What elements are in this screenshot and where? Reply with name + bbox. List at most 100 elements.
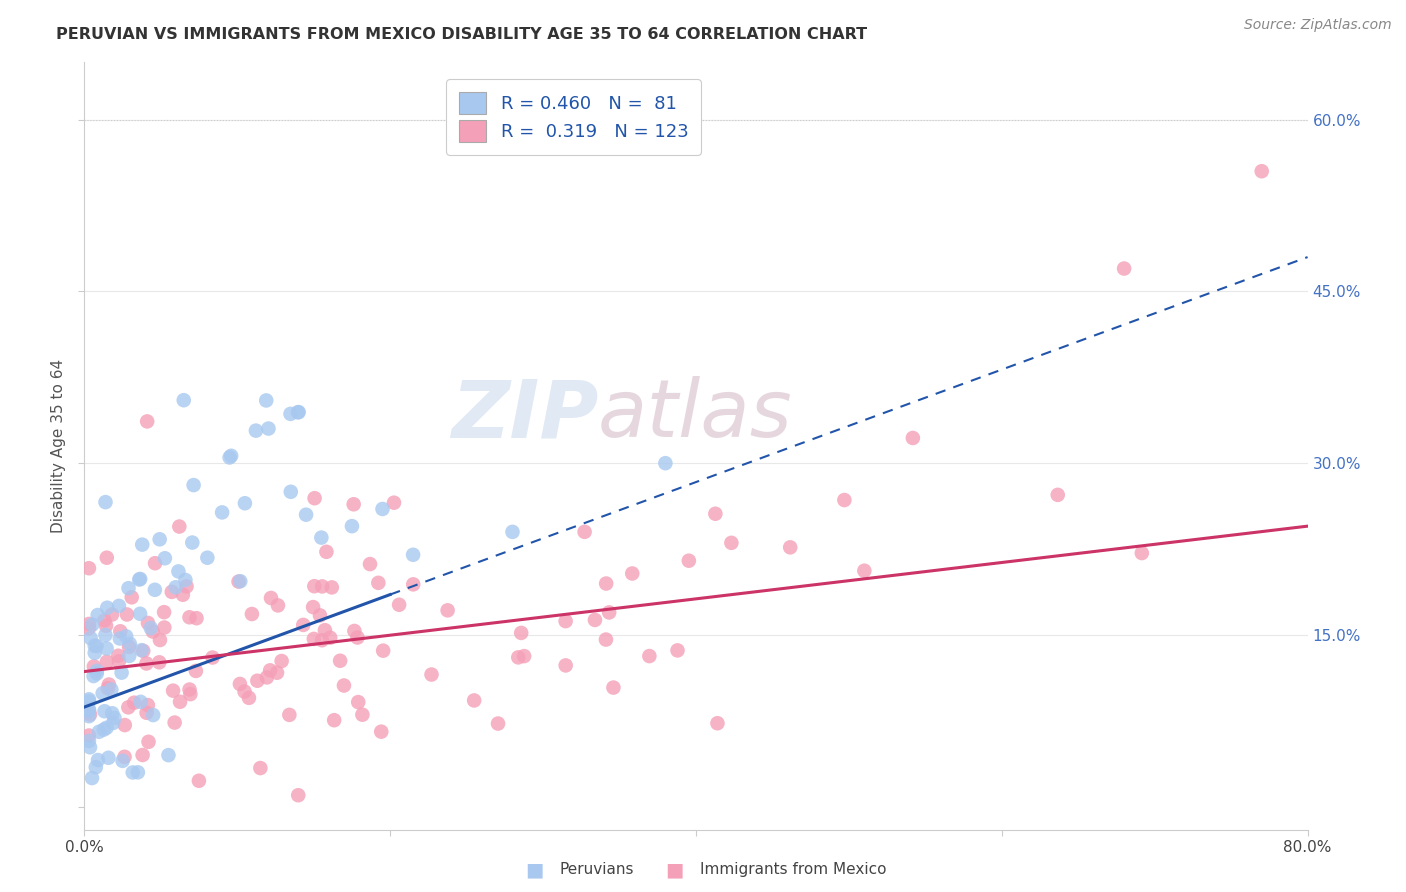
Point: [402, 577, 425, 591]
Point: [502, 524, 524, 539]
Point: [86, 666, 108, 681]
Point: [292, 618, 315, 632]
Point: [101, 706, 124, 721]
Text: Immigrants from Mexico: Immigrants from Mexico: [700, 863, 887, 877]
Point: [131, 747, 153, 762]
Point: [219, 449, 242, 463]
Point: [184, 664, 207, 678]
Point: [187, 773, 209, 788]
Point: [901, 431, 924, 445]
Point: [83, 646, 105, 660]
Point: [382, 496, 405, 510]
Point: [311, 579, 333, 593]
Point: [108, 632, 131, 646]
Point: [131, 538, 153, 552]
Point: [84, 760, 107, 774]
Point: [229, 677, 252, 691]
Point: [114, 749, 136, 764]
Point: [280, 484, 302, 499]
Point: [142, 708, 165, 723]
Point: [86, 607, 108, 622]
Point: [343, 624, 366, 638]
Point: [110, 665, 132, 680]
Point: [183, 478, 205, 492]
Point: [86, 664, 108, 678]
Point: [110, 624, 132, 639]
Point: [93, 613, 115, 627]
Text: Source: ZipAtlas.com: Source: ZipAtlas.com: [1244, 18, 1392, 32]
Point: [280, 407, 302, 421]
Point: [598, 606, 620, 620]
Point: [315, 545, 337, 559]
Point: [117, 700, 139, 714]
Point: [77, 561, 100, 575]
Point: [77, 734, 100, 748]
Point: [101, 607, 124, 622]
Point: [621, 566, 644, 581]
Point: [153, 551, 176, 566]
Point: [304, 491, 326, 506]
Point: [139, 621, 162, 635]
Point: [77, 702, 100, 716]
Point: [111, 754, 134, 768]
Point: [174, 573, 197, 587]
Point: [347, 695, 370, 709]
Point: [96, 721, 118, 735]
Point: [853, 564, 876, 578]
Point: [108, 654, 131, 668]
Point: [79, 707, 101, 722]
Point: [167, 565, 190, 579]
Point: [131, 643, 153, 657]
Point: [136, 615, 159, 630]
Point: [97, 681, 120, 696]
Point: [238, 690, 260, 705]
Point: [100, 682, 122, 697]
Point: [319, 631, 342, 645]
Point: [96, 655, 118, 669]
Point: [254, 393, 277, 408]
Point: [142, 624, 165, 639]
Point: [267, 599, 290, 613]
Point: [128, 573, 150, 587]
Point: [149, 533, 172, 547]
Point: [77, 694, 100, 708]
Point: [323, 713, 346, 727]
Point: [80, 771, 103, 785]
Point: [359, 557, 381, 571]
Point: [143, 582, 166, 597]
Point: [129, 572, 152, 586]
Y-axis label: Disability Age 35 to 64: Disability Age 35 to 64: [51, 359, 66, 533]
Point: [101, 715, 124, 730]
Point: [304, 579, 326, 593]
Point: [172, 588, 194, 602]
Point: [583, 613, 606, 627]
Point: [388, 598, 411, 612]
Point: [96, 641, 118, 656]
Point: [157, 748, 180, 763]
Point: [108, 599, 131, 613]
Point: [96, 600, 118, 615]
Point: [176, 579, 198, 593]
Point: [367, 575, 389, 590]
Point: [136, 414, 159, 428]
Point: [138, 735, 160, 749]
Point: [402, 548, 425, 562]
Point: [77, 621, 100, 635]
Point: [654, 456, 676, 470]
Point: [114, 718, 136, 732]
Point: [122, 696, 145, 710]
Point: [706, 716, 728, 731]
Point: [508, 650, 530, 665]
Text: Peruvians: Peruvians: [560, 863, 634, 877]
Point: [91, 686, 114, 700]
Point: [211, 505, 233, 519]
Text: ■: ■: [524, 860, 544, 880]
Point: [162, 683, 184, 698]
Point: [295, 508, 318, 522]
Point: [97, 677, 120, 691]
Point: [666, 643, 689, 657]
Point: [554, 658, 576, 673]
Point: [83, 639, 105, 653]
Point: [87, 753, 110, 767]
Point: [256, 670, 278, 684]
